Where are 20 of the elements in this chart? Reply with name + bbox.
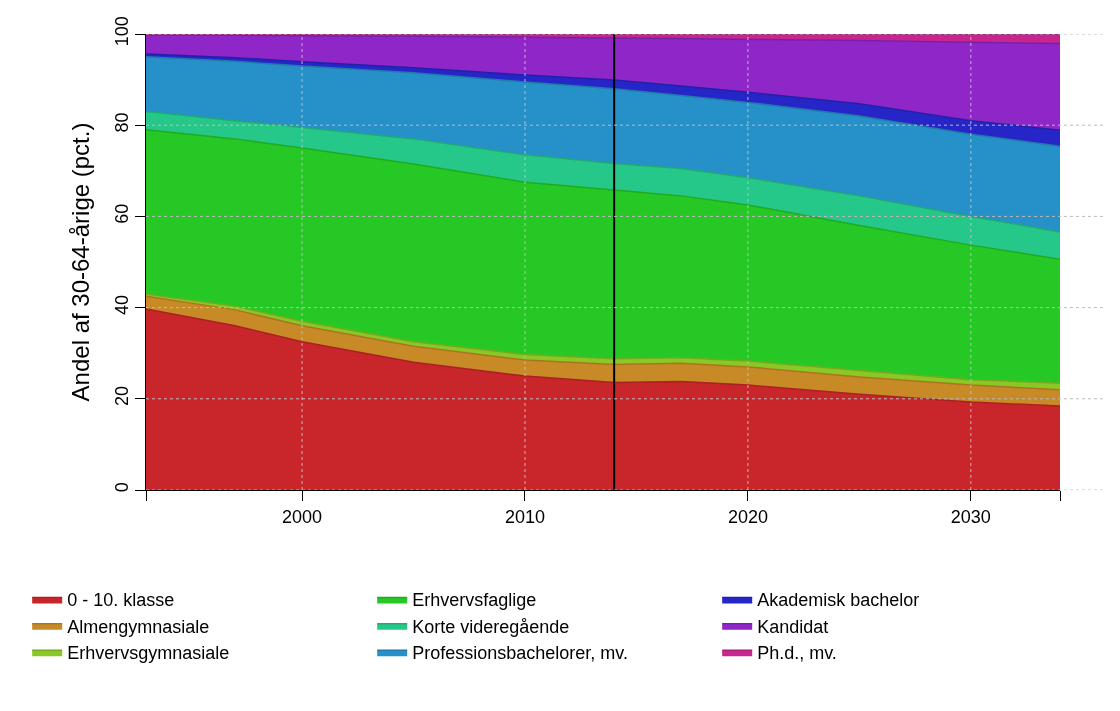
legend-label: 0 - 10. klasse	[67, 590, 175, 611]
x-tick-label: 2020	[727, 506, 768, 527]
x-tick-label: 2000	[282, 506, 323, 527]
legend-label: Almengymnasiale	[67, 616, 210, 637]
x-tick-label: 2010	[504, 506, 545, 527]
legend-label: Erhvervsgymnasiale	[67, 643, 230, 664]
legend-label: Ph.d., mv.	[757, 643, 837, 664]
y-tick-label: 20	[111, 386, 132, 407]
y-tick-label: 40	[111, 294, 132, 315]
y-tick-label: 60	[111, 203, 132, 224]
legend-label: Kandidat	[757, 616, 829, 637]
y-axis-title: Andel af 30-64-årige (pct.)	[66, 122, 94, 402]
legend-label: Korte videregående	[412, 616, 570, 637]
y-tick-label: 0	[111, 482, 132, 493]
y-tick-label: 80	[111, 112, 132, 133]
x-tick-label: 2030	[950, 506, 991, 527]
y-tick-label: 100	[111, 16, 132, 47]
legend-label: Professionsbachelorer, mv.	[412, 643, 628, 664]
legend-label: Akademisk bachelor	[757, 590, 920, 611]
legend-label: Erhvervsfaglige	[412, 590, 537, 611]
